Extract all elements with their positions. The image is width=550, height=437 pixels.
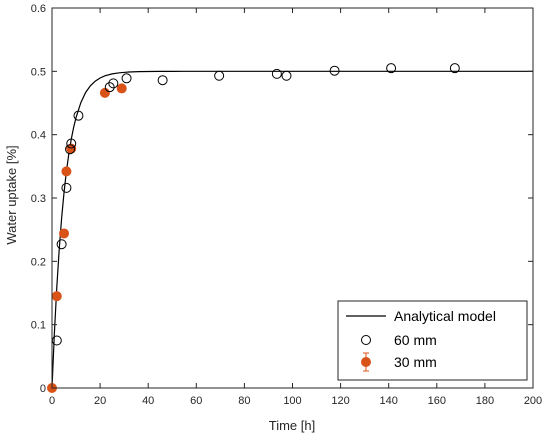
- data-point-30mm: [51, 291, 62, 302]
- data-point-30mm: [116, 83, 127, 94]
- x-tick-label: 80: [238, 395, 250, 407]
- data-point-60mm: [66, 138, 77, 149]
- data-point-60mm: [281, 70, 292, 81]
- legend-label-60mm: 60 mm: [394, 332, 437, 348]
- x-tick-label: 40: [142, 395, 154, 407]
- x-tick-label: 140: [380, 395, 398, 407]
- data-point-60mm: [104, 82, 115, 93]
- data-point-30mm: [61, 166, 72, 177]
- x-tick-label: 100: [283, 395, 301, 407]
- data-point-60mm: [56, 239, 67, 250]
- data-point-60mm: [121, 73, 132, 84]
- data-point-60mm: [157, 75, 168, 86]
- series-line-analytical-model: [51, 70, 533, 389]
- x-tick-label: 0: [49, 395, 55, 407]
- x-tick-label: 20: [94, 395, 106, 407]
- data-point-30mm: [59, 228, 70, 239]
- y-tick-label: 0.3: [31, 193, 46, 205]
- x-tick-label: 120: [331, 395, 349, 407]
- data-point-30mm: [99, 87, 110, 98]
- x-tick-label: 160: [428, 395, 446, 407]
- y-axis-label: Water uptake [%]: [4, 145, 19, 244]
- data-point-60mm: [271, 68, 282, 79]
- legend-marker-30mm: [361, 357, 371, 367]
- y-tick-label: 0.4: [31, 130, 46, 142]
- y-tick-label: 0: [40, 383, 46, 395]
- data-point-60mm: [61, 182, 72, 193]
- data-point-60mm: [329, 65, 340, 76]
- axes: 0 20 40 60 80 100 120 140 160 180 200 0 0.1 0.2 0.3 0.4…: [31, 3, 542, 407]
- y-tick-label: 0.1: [31, 320, 46, 332]
- data-point-60mm: [108, 78, 119, 89]
- data-point-60mm: [65, 144, 76, 155]
- data-point-60mm: [386, 63, 397, 74]
- x-axis-label: Time [h]: [269, 418, 315, 433]
- x-tick-label: 200: [524, 395, 542, 407]
- y-tick-label: 0.6: [31, 3, 46, 15]
- x-tick-label: 180: [476, 395, 494, 407]
- plot-area: [47, 63, 533, 393]
- data-point-60mm: [73, 110, 84, 121]
- data-point-60mm: [214, 70, 225, 81]
- y-tick-label: 0.5: [31, 66, 46, 78]
- data-point-60mm: [449, 63, 460, 74]
- legend-label-analytical-model: Analytical model: [394, 308, 496, 324]
- legend-label-30mm: 30 mm: [394, 354, 437, 370]
- legend-marker-60mm: [361, 335, 371, 345]
- x-tick-label: 60: [190, 395, 202, 407]
- legend-box: [337, 300, 528, 381]
- legend: Analytical model 60 mm 30 mm: [337, 300, 528, 381]
- y-tick-label: 0.2: [31, 256, 46, 268]
